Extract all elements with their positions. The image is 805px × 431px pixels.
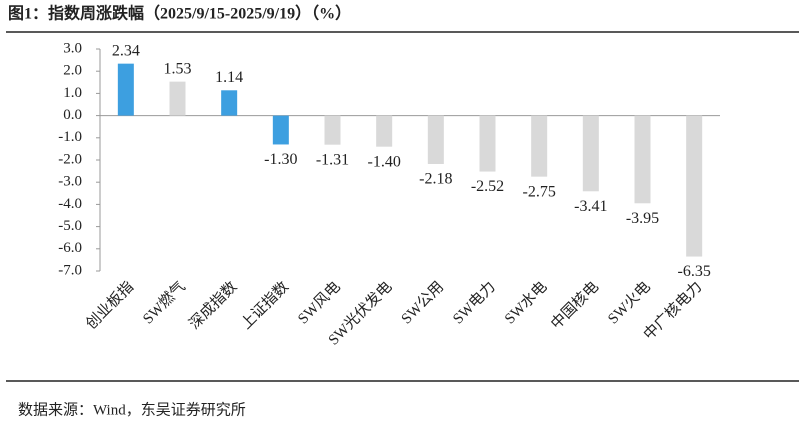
x-tick-label: 创业板指 <box>82 278 137 333</box>
bar <box>324 115 341 145</box>
value-label: -3.41 <box>574 198 607 215</box>
value-label: -2.52 <box>471 178 504 195</box>
x-tick-label: SW公用 <box>399 279 447 327</box>
y-tick-label: 1.0 <box>63 85 82 101</box>
chart-title: 图1：指数周涨跌幅（2025/9/15-2025/9/19）（%） <box>8 4 351 23</box>
value-label: -3.95 <box>626 210 659 227</box>
bar <box>376 115 393 147</box>
x-tick-label: 中国核电 <box>548 278 602 332</box>
bar <box>117 63 134 116</box>
x-tick-label: SW燃气 <box>139 278 189 328</box>
bar <box>479 115 496 172</box>
value-label: -2.18 <box>419 171 452 188</box>
y-tick-label: -6.0 <box>58 240 82 256</box>
bar <box>221 90 238 116</box>
value-label: 1.14 <box>215 69 243 86</box>
x-tick-label: 上证指数 <box>238 278 292 332</box>
value-label: -1.31 <box>316 151 349 168</box>
y-tick-label: 2.0 <box>63 63 82 79</box>
y-tick-label: -7.0 <box>58 262 82 278</box>
y-tick-label: -4.0 <box>58 196 82 212</box>
y-tick-label: -3.0 <box>58 174 82 190</box>
x-tick-label: SW电力 <box>450 278 499 327</box>
value-label: -1.40 <box>368 153 401 170</box>
x-tick-label: SW风电 <box>295 278 344 327</box>
x-tick-label: SW火电 <box>605 278 654 327</box>
value-label: 2.34 <box>112 42 140 59</box>
bar <box>169 81 186 116</box>
bar <box>427 115 444 164</box>
bar <box>634 115 651 204</box>
source-note: 数据来源：Wind，东吴证券研究所 <box>18 401 246 418</box>
bar <box>272 115 289 145</box>
value-label: -1.30 <box>264 151 297 168</box>
y-tick-label: -1.0 <box>58 129 82 145</box>
x-tick-label: SW水电 <box>501 278 550 327</box>
value-label: 1.53 <box>164 60 192 77</box>
y-tick-label: -5.0 <box>58 218 82 234</box>
y-tick-label: -2.0 <box>58 151 82 167</box>
value-label: -2.75 <box>523 183 556 200</box>
bar <box>531 115 548 177</box>
value-label: -6.35 <box>678 263 711 280</box>
bar <box>582 115 599 192</box>
bar <box>686 115 703 257</box>
y-tick-label: 0.0 <box>63 107 82 123</box>
x-tick-label: 深成指数 <box>186 278 240 332</box>
y-tick-label: 3.0 <box>63 40 82 56</box>
